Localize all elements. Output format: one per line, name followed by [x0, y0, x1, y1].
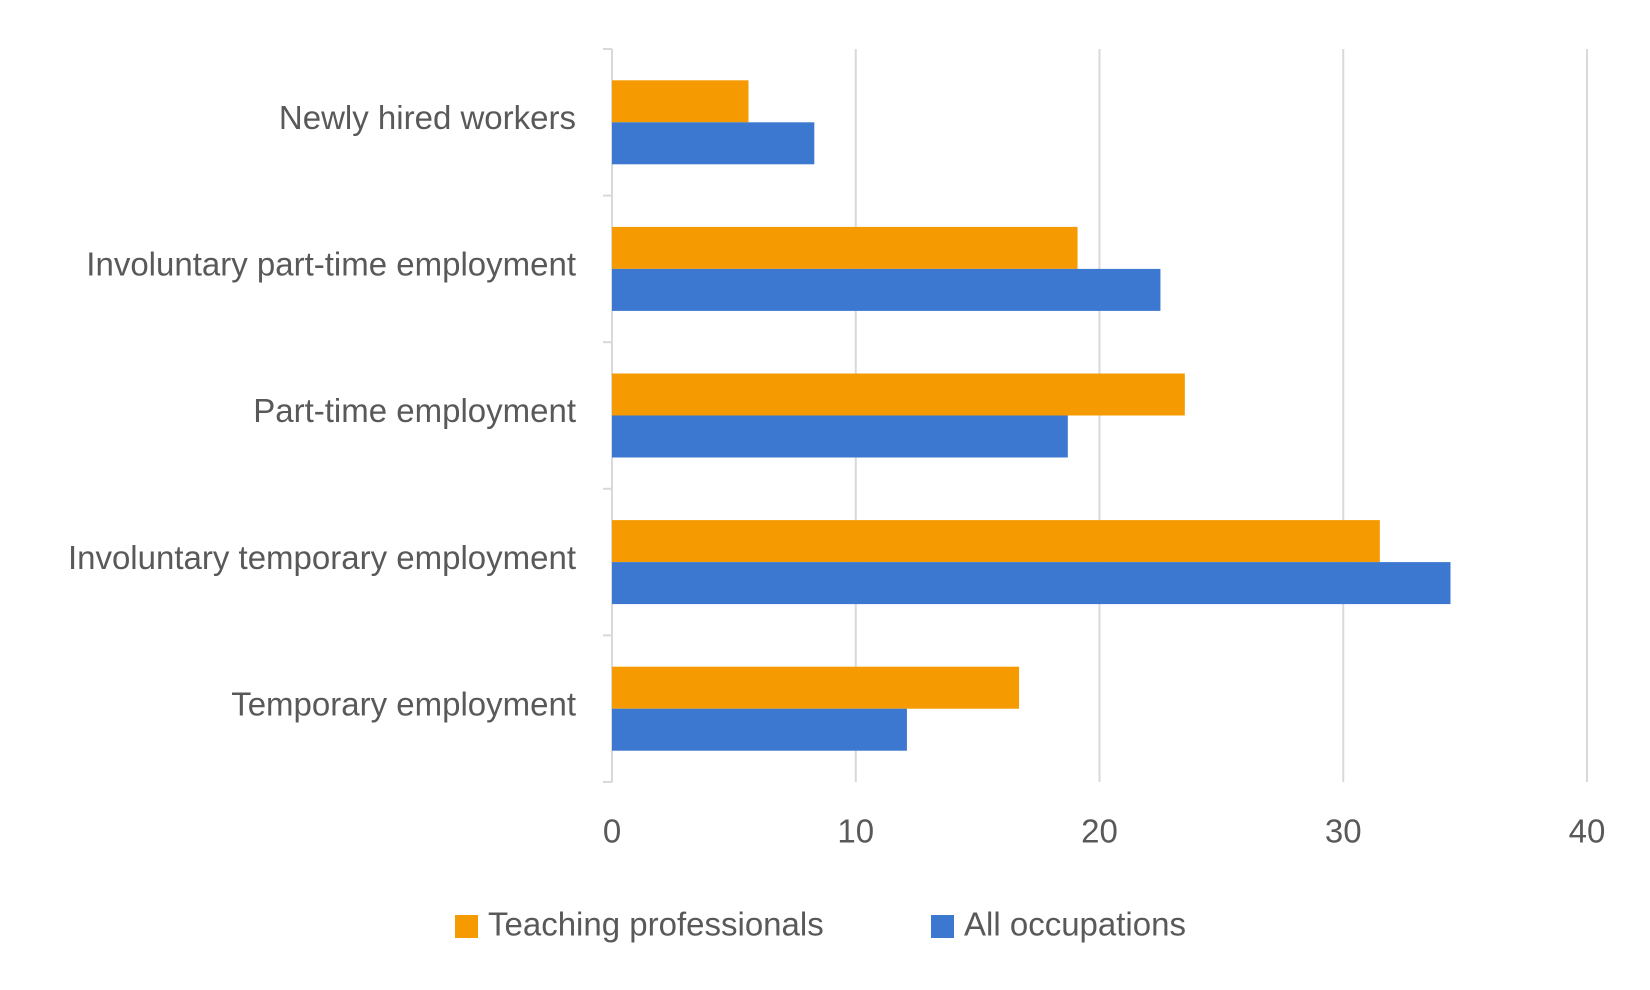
x-tick-label: 0	[603, 813, 621, 850]
bar	[612, 415, 1068, 458]
bar	[612, 666, 1020, 709]
x-tick-label: 20	[1081, 813, 1118, 850]
bar	[612, 373, 1185, 416]
bar	[612, 80, 749, 123]
y-tick-label: Part-time employment	[253, 392, 576, 429]
bar	[612, 520, 1380, 563]
bar	[612, 226, 1078, 269]
y-tick-label: Involuntary temporary employment	[68, 539, 576, 576]
bar	[612, 122, 815, 165]
bar	[612, 708, 907, 751]
y-tick-label: Newly hired workers	[279, 99, 576, 136]
x-tick-label: 30	[1325, 813, 1362, 850]
legend-label: All occupations	[964, 906, 1186, 943]
bar	[612, 562, 1451, 605]
legend-swatch	[931, 915, 954, 938]
y-tick-label: Temporary employment	[231, 685, 576, 722]
x-tick-label: 10	[837, 813, 874, 850]
legend-swatch	[455, 915, 478, 938]
bar	[612, 268, 1161, 311]
y-tick-label: Involuntary part-time employment	[86, 246, 576, 283]
x-tick-label: 40	[1569, 813, 1606, 850]
legend-label: Teaching professionals	[488, 906, 824, 943]
